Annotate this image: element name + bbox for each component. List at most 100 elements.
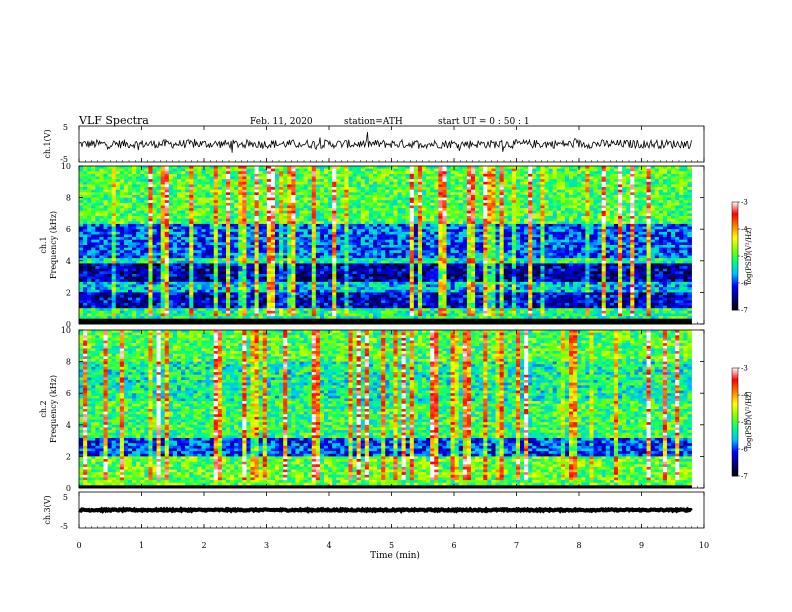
- ch1-spectrogram-cell: [357, 237, 361, 240]
- ch1-spectrogram-cell: [169, 174, 173, 177]
- ch1-spectrogram-cell: [455, 206, 459, 209]
- ch1-spectrogram-cell: [402, 211, 406, 214]
- ch1-spectrogram-cell: [246, 192, 250, 195]
- ch1-spectrogram-cell: [479, 229, 483, 232]
- ch1-spectrogram-cell: [651, 171, 655, 174]
- ch1-spectrogram-cell: [516, 195, 520, 198]
- ch1-spectrogram-cell: [165, 187, 169, 190]
- ch1-spectrogram-cell: [99, 227, 103, 230]
- ch1-spectrogram-cell: [553, 229, 557, 232]
- ch1-spectrogram-cell: [463, 174, 467, 177]
- ch1-spectrogram-cell: [422, 213, 426, 216]
- ch1-spectrogram-cell: [467, 245, 471, 248]
- ch1-spectrogram-cell: [140, 224, 144, 227]
- ch1-spectrogram-cell: [267, 213, 271, 216]
- ch1-spectrogram-cell: [291, 203, 295, 206]
- ch1-spectrogram-cell: [283, 211, 287, 214]
- ch1-spectrogram-cell: [308, 182, 312, 185]
- ch1-spectrogram-cell: [385, 250, 389, 253]
- ch1-spectrogram-cell: [606, 195, 610, 198]
- ch1-spectrogram-cell: [630, 221, 634, 224]
- ch1-spectrogram-cell: [238, 208, 242, 211]
- ch1-spectrogram-cell: [598, 206, 602, 209]
- ch1-spectrogram-cell: [340, 229, 344, 232]
- ch1-spectrogram-cell: [279, 245, 283, 248]
- ch1-spectrogram-cell: [324, 182, 328, 185]
- ch1-spectrogram-cell: [304, 184, 308, 187]
- ch1-spectrogram-cell: [643, 224, 647, 227]
- ch1-spectrogram-cell: [255, 245, 259, 248]
- ch1-spectrogram-cell: [279, 198, 283, 201]
- ch1-spectrogram-cell: [467, 240, 471, 243]
- ch1-spectrogram-cell: [328, 208, 332, 211]
- ch1-spectrogram-cell: [361, 248, 365, 251]
- ch1-spectrogram-cell: [647, 234, 651, 237]
- ch1-spectrogram-cell: [426, 242, 430, 245]
- ch1-spectrogram-cell: [226, 187, 230, 190]
- ch1-spectrogram-cell: [626, 211, 630, 214]
- ch1-spectrogram-cell: [295, 203, 299, 206]
- ch1-spectrogram-cell: [79, 221, 83, 224]
- ch1-spectrogram-cell: [585, 242, 589, 245]
- ch1-spectrogram-cell: [161, 211, 165, 214]
- ch1-spectrogram-cell: [679, 179, 683, 182]
- ch1-spectrogram-cell: [426, 190, 430, 193]
- ch1-spectrogram-cell: [112, 182, 116, 185]
- ch1-spectrogram-cell: [246, 224, 250, 227]
- ch1-spectrogram-cell: [643, 211, 647, 214]
- ch1-spectrogram-cell: [667, 229, 671, 232]
- ch1-spectrogram-cell: [589, 179, 593, 182]
- ch1-spectrogram-cell: [83, 187, 87, 190]
- ch1-spectrogram-cell: [157, 192, 161, 195]
- ch1-spectrogram-cell: [263, 174, 267, 177]
- ch1-spectrogram-cell: [549, 232, 553, 235]
- ch1-spectrogram-cell: [475, 192, 479, 195]
- ch1-spectrogram-cell: [557, 248, 561, 251]
- ch1-spectrogram-cell: [353, 237, 357, 240]
- ch1-spectrogram-cell: [451, 237, 455, 240]
- ch1-spectrogram-cell: [144, 174, 148, 177]
- ch1-spectrogram-cell: [389, 190, 393, 193]
- ch1-spectrogram-cell: [406, 227, 410, 230]
- ch1-spectrogram-cell: [214, 198, 218, 201]
- ch1-spectrogram-cell: [153, 174, 157, 177]
- ch1-spectrogram-cell: [549, 208, 553, 211]
- ch1-spectrogram-cell: [349, 190, 353, 193]
- ch1-spectrogram-cell: [598, 250, 602, 253]
- ch1-spectrogram-cell: [687, 227, 691, 230]
- ch1-spectrogram-cell: [340, 250, 344, 253]
- ch1-spectrogram-cell: [626, 208, 630, 211]
- ch1-spectrogram-cell: [238, 213, 242, 216]
- ch1-spectrogram-cell: [230, 166, 234, 169]
- ch1-spectrogram-cell: [500, 216, 504, 219]
- ch1-spectrogram-cell: [659, 229, 663, 232]
- ch1-spectrogram-cell: [242, 177, 246, 180]
- ch1-spectrogram-cell: [344, 187, 348, 190]
- ch1-spectrogram-cell: [422, 206, 426, 209]
- ch1-spectrogram-cell: [222, 184, 226, 187]
- ch1-spectrogram-cell: [369, 242, 373, 245]
- ch1-spectrogram-cell: [438, 211, 442, 214]
- ch1-spectrogram-cell: [626, 174, 630, 177]
- ch1-spectrogram-cell: [463, 213, 467, 216]
- ch1-spectrogram-cell: [104, 248, 108, 251]
- ch1-spectrogram-cell: [491, 166, 495, 169]
- ch1-spectrogram-cell: [475, 224, 479, 227]
- ch1-spectrogram-cell: [606, 248, 610, 251]
- ch1-spectrogram-cell: [214, 177, 218, 180]
- ch1-spectrogram-cell: [144, 224, 148, 227]
- ch1-spectrogram-cell: [471, 195, 475, 198]
- ch1-spectrogram-cell: [561, 171, 565, 174]
- ch1-spectrogram-cell: [202, 237, 206, 240]
- ch1-spectrogram-cell: [267, 184, 271, 187]
- ch1-spectrogram-cell: [577, 174, 581, 177]
- ch1-spectrogram-cell: [91, 234, 95, 237]
- ch1-spectrogram-cell: [410, 206, 414, 209]
- ch1-spectrogram-cell: [622, 166, 626, 169]
- ch1-spectrogram-cell: [500, 219, 504, 222]
- ch1-spectrogram-cell: [516, 232, 520, 235]
- ch1-spectrogram-cell: [153, 234, 157, 237]
- ch1-spectrogram-cell: [332, 208, 336, 211]
- ch1-spectrogram-cell: [238, 195, 242, 198]
- ch1-spectrogram-cell: [79, 174, 83, 177]
